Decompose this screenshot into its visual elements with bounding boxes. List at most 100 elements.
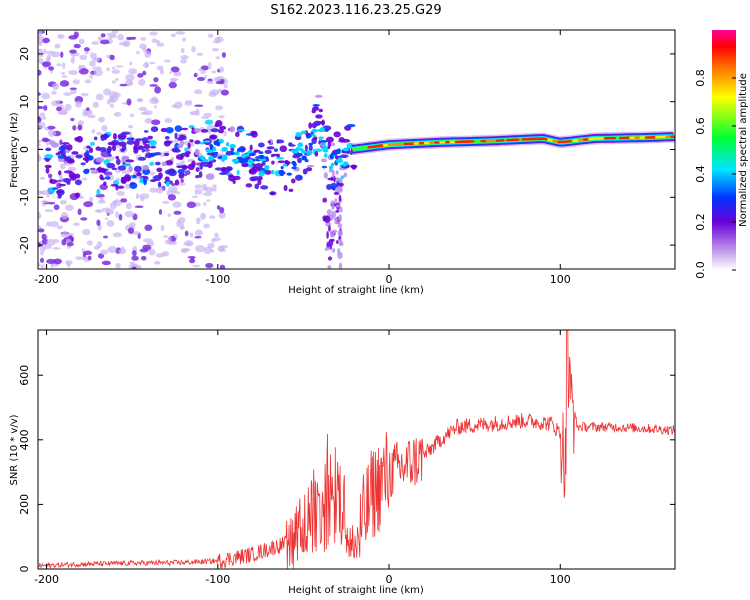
spectrogram-ridge-blob bbox=[195, 167, 200, 173]
spectrogram-noise-blob bbox=[89, 60, 96, 67]
colorbar-tick-label: 0.2 bbox=[694, 213, 707, 231]
spectrogram-ridge-blob bbox=[204, 119, 214, 125]
spectrogram-noise-blob bbox=[139, 43, 147, 50]
spectrogram-bright-blob bbox=[308, 142, 313, 146]
spectrogram-noise-blob bbox=[80, 217, 88, 221]
spectrogram-noise-blob bbox=[115, 262, 121, 269]
spectrogram-ridge-blob bbox=[165, 180, 171, 187]
spectrogram-noise-blob bbox=[180, 58, 187, 64]
spectrogram-feather-blob bbox=[324, 247, 330, 251]
spectrogram-ridge-blob bbox=[163, 140, 171, 147]
spectrogram-ridge-blob bbox=[136, 171, 142, 177]
spectrogram-noise-blob bbox=[195, 217, 201, 225]
spectrogram-noise-blob bbox=[180, 160, 186, 165]
spectrogram-noise-blob bbox=[171, 104, 178, 108]
spectrogram-bright-blob bbox=[234, 158, 239, 163]
spectrogram-noise-blob bbox=[149, 171, 155, 176]
spectrogram-noise-blob bbox=[170, 33, 176, 38]
spectrogram-ridge-blob bbox=[121, 177, 127, 184]
spectrogram-noise-blob bbox=[47, 201, 56, 205]
spectrogram-ridge-blob bbox=[174, 148, 181, 153]
spectrogram-ridge-blob bbox=[258, 170, 265, 177]
spectrogram-ridge-blob bbox=[335, 170, 339, 175]
spectrogram-noise-blob bbox=[112, 232, 123, 238]
spectrogram-noise-blob bbox=[125, 73, 135, 82]
spectrogram-ridge-blob bbox=[321, 165, 328, 169]
spectrogram-ridge-blob bbox=[74, 179, 82, 186]
spectrogram-ridge-blob bbox=[44, 164, 52, 169]
spectrogram-noise-blob bbox=[202, 191, 213, 197]
spectrogram-noise-blob bbox=[202, 183, 207, 187]
spectrogram-bright-blob bbox=[239, 147, 244, 152]
spectrogram-noise-blob bbox=[134, 205, 144, 209]
spectrogram-noise-blob bbox=[219, 264, 226, 269]
spectrogram-noise-blob bbox=[70, 117, 75, 122]
spectrogram-noise-blob bbox=[99, 39, 110, 45]
spectrogram-noise-blob bbox=[125, 202, 132, 210]
spectrogram-noise-blob bbox=[98, 116, 105, 123]
spectrogram-feather-blob bbox=[333, 175, 336, 183]
spectrogram-noise-blob bbox=[38, 105, 44, 110]
spectrogram-noise-blob bbox=[186, 201, 197, 209]
spectrogram-noise-blob bbox=[149, 84, 158, 87]
spectrogram-ridge-blob bbox=[252, 176, 260, 181]
spectrogram-noise-blob bbox=[149, 61, 156, 65]
spectrogram-noise-blob bbox=[120, 198, 128, 203]
spectrogram-ridge-blob bbox=[314, 148, 323, 153]
spectrogram-noise-blob bbox=[60, 51, 64, 58]
spectrogram-ridge-blob bbox=[57, 155, 65, 159]
spectrogram-noise-blob bbox=[192, 264, 201, 268]
spectrogram-bright-blob bbox=[342, 161, 349, 166]
spectrogram-noise-blob bbox=[63, 92, 72, 96]
spectrogram-noise-blob bbox=[38, 58, 44, 63]
spectrogram-ridge-blob bbox=[229, 126, 236, 133]
colorbar: 0.0 0.2 0.4 0.6 0.8 Normalized spectral ampl… bbox=[694, 30, 749, 279]
spectrogram-ridge-blob bbox=[110, 183, 119, 187]
spectrogram-noise-blob bbox=[151, 119, 161, 126]
spectrogram-ridge-blob bbox=[191, 127, 195, 131]
y-tick-label: 0 bbox=[18, 566, 31, 573]
spectrogram-noise-blob bbox=[86, 240, 93, 246]
spectrogram-ridge-blob bbox=[260, 185, 269, 190]
spectrogram-noise-blob bbox=[138, 106, 148, 112]
spectrogram-ridge-blob bbox=[153, 174, 162, 182]
spectrogram-noise-blob bbox=[38, 212, 42, 220]
y-tick-label: 600 bbox=[18, 365, 31, 386]
spectrogram-noise-blob bbox=[59, 163, 66, 170]
spectrogram-bright-blob bbox=[221, 146, 228, 152]
spectrogram-noise-blob bbox=[46, 238, 56, 247]
spectrogram-ridge-blob bbox=[290, 178, 296, 184]
spectrogram-ridge-blob bbox=[141, 148, 146, 153]
spectrogram-ridge-blob bbox=[174, 132, 178, 140]
spectrogram-noise-blob bbox=[223, 130, 227, 137]
spectrogram-noise-blob bbox=[67, 166, 77, 172]
spectrogram-bright-blob bbox=[248, 152, 256, 157]
spectrogram-bright-blob bbox=[229, 144, 236, 149]
spectrogram-ridge-blob bbox=[66, 144, 73, 151]
spectrogram-feather-blob bbox=[329, 244, 332, 250]
spectrogram-ridge-blob bbox=[164, 169, 173, 175]
spectrogram-bright-blob bbox=[205, 148, 211, 153]
spectrogram-ridge-blob bbox=[58, 170, 62, 176]
y-tick-label: 0 bbox=[18, 146, 31, 153]
spectrogram-noise-blob bbox=[194, 235, 202, 239]
spectrogram-noise-blob bbox=[99, 183, 108, 191]
spectrogram-ridge-blob bbox=[160, 127, 168, 133]
figure-title: S162.2023.116.23.25.G29 bbox=[270, 3, 441, 18]
spectrogram-noise-blob bbox=[132, 231, 141, 235]
spectrogram-feather-blob bbox=[326, 230, 329, 239]
spectrogram-noise-blob bbox=[61, 71, 65, 76]
spectrogram-noise-blob bbox=[153, 105, 157, 109]
spectrogram-noise-blob bbox=[200, 65, 209, 71]
spectrogram-ridge-blob bbox=[66, 159, 75, 164]
spectrogram-noise-blob bbox=[38, 228, 45, 233]
spectrogram-ridge-blob bbox=[177, 136, 185, 141]
spectrogram-ridge-blob bbox=[318, 108, 323, 113]
spectrogram-noise-blob bbox=[38, 40, 44, 44]
colorbar-tick-label: 0.8 bbox=[694, 69, 707, 87]
spectrogram-feather-blob bbox=[331, 203, 335, 210]
spectrogram-noise-blob bbox=[39, 176, 46, 180]
snr-panel: -200 -100 0 100 0 200 400 600 Height of straig… bbox=[9, 329, 676, 596]
spectrogram-feather-blob bbox=[334, 198, 338, 205]
spectrogram-noise-blob bbox=[48, 66, 55, 71]
